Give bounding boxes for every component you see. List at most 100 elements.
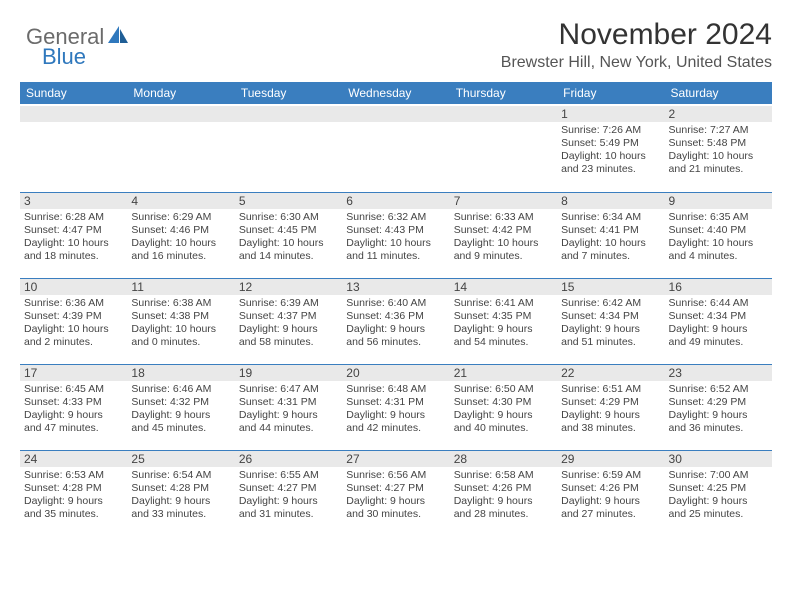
dow-tuesday: Tuesday <box>235 82 342 104</box>
week-row: .....1Sunrise: 7:26 AMSunset: 5:49 PMDay… <box>20 104 772 190</box>
day-cell: 21Sunrise: 6:50 AMSunset: 4:30 PMDayligh… <box>450 362 557 448</box>
sunset-line: Sunset: 5:49 PM <box>561 137 660 150</box>
sunrise-line: Sunrise: 6:45 AM <box>24 383 123 396</box>
sunset-line: Sunset: 4:46 PM <box>131 224 230 237</box>
sunrise-line: Sunrise: 6:41 AM <box>454 297 553 310</box>
sunset-line: Sunset: 4:39 PM <box>24 310 123 323</box>
day-cell: 19Sunrise: 6:47 AMSunset: 4:31 PMDayligh… <box>235 362 342 448</box>
day-cell: 27Sunrise: 6:56 AMSunset: 4:27 PMDayligh… <box>342 448 449 534</box>
daylight-line-2: and 40 minutes. <box>454 422 553 435</box>
day-number-row: 22 <box>557 364 664 381</box>
day-number: 1 <box>561 107 660 121</box>
day-info: Sunrise: 6:34 AMSunset: 4:41 PMDaylight:… <box>561 211 660 264</box>
daylight-line-2: and 18 minutes. <box>24 250 123 263</box>
sunset-line: Sunset: 4:37 PM <box>239 310 338 323</box>
day-cell: 22Sunrise: 6:51 AMSunset: 4:29 PMDayligh… <box>557 362 664 448</box>
daylight-line-2: and 0 minutes. <box>131 336 230 349</box>
day-number: 5 <box>239 194 338 208</box>
day-number: 2 <box>669 107 768 121</box>
day-info: Sunrise: 6:32 AMSunset: 4:43 PMDaylight:… <box>346 211 445 264</box>
sunrise-line: Sunrise: 7:00 AM <box>669 469 768 482</box>
sunset-line: Sunset: 4:36 PM <box>346 310 445 323</box>
daylight-line-2: and 45 minutes. <box>131 422 230 435</box>
day-number: 26 <box>239 452 338 466</box>
day-number: 21 <box>454 366 553 380</box>
day-number-row: 1 <box>557 106 664 122</box>
daylight-line-2: and 14 minutes. <box>239 250 338 263</box>
daylight-line-2: and 27 minutes. <box>561 508 660 521</box>
sunset-line: Sunset: 4:33 PM <box>24 396 123 409</box>
daylight-line-2: and 36 minutes. <box>669 422 768 435</box>
day-number-row: 20 <box>342 364 449 381</box>
sunrise-line: Sunrise: 6:56 AM <box>346 469 445 482</box>
sunrise-line: Sunrise: 6:38 AM <box>131 297 230 310</box>
daylight-line-1: Daylight: 9 hours <box>454 323 553 336</box>
day-info: Sunrise: 6:36 AMSunset: 4:39 PMDaylight:… <box>24 297 123 350</box>
dow-wednesday: Wednesday <box>342 82 449 104</box>
day-number: 28 <box>454 452 553 466</box>
day-number: 12 <box>239 280 338 294</box>
day-number: 18 <box>131 366 230 380</box>
daylight-line-1: Daylight: 9 hours <box>346 409 445 422</box>
day-number-row: 21 <box>450 364 557 381</box>
daylight-line-2: and 54 minutes. <box>454 336 553 349</box>
day-info: Sunrise: 6:33 AMSunset: 4:42 PMDaylight:… <box>454 211 553 264</box>
daylight-line-1: Daylight: 10 hours <box>24 237 123 250</box>
location: Brewster Hill, New York, United States <box>501 54 772 72</box>
sunset-line: Sunset: 4:31 PM <box>239 396 338 409</box>
sunset-line: Sunset: 4:42 PM <box>454 224 553 237</box>
day-number-row: 24 <box>20 450 127 467</box>
sunrise-line: Sunrise: 6:28 AM <box>24 211 123 224</box>
day-info: Sunrise: 6:42 AMSunset: 4:34 PMDaylight:… <box>561 297 660 350</box>
sunset-line: Sunset: 4:27 PM <box>239 482 338 495</box>
sunset-line: Sunset: 4:32 PM <box>131 396 230 409</box>
daylight-line-1: Daylight: 9 hours <box>24 495 123 508</box>
sunrise-line: Sunrise: 6:44 AM <box>669 297 768 310</box>
daylight-line-1: Daylight: 9 hours <box>239 323 338 336</box>
sunrise-line: Sunrise: 6:34 AM <box>561 211 660 224</box>
day-number-row: 19 <box>235 364 342 381</box>
day-number: 24 <box>24 452 123 466</box>
header: General Blue November 2024 Brewster Hill… <box>20 18 772 72</box>
daylight-line-2: and 35 minutes. <box>24 508 123 521</box>
day-cell: 30Sunrise: 7:00 AMSunset: 4:25 PMDayligh… <box>665 448 772 534</box>
day-number: 23 <box>669 366 768 380</box>
day-cell-blank: . <box>342 104 449 190</box>
daylight-line-2: and 49 minutes. <box>669 336 768 349</box>
day-info: Sunrise: 6:52 AMSunset: 4:29 PMDaylight:… <box>669 383 768 436</box>
daylight-line-2: and 47 minutes. <box>24 422 123 435</box>
dow-friday: Friday <box>557 82 664 104</box>
dow-sunday: Sunday <box>20 82 127 104</box>
daylight-line-1: Daylight: 10 hours <box>24 323 123 336</box>
day-cell: 15Sunrise: 6:42 AMSunset: 4:34 PMDayligh… <box>557 276 664 362</box>
day-cell-blank: . <box>450 104 557 190</box>
day-number: 10 <box>24 280 123 294</box>
daylight-line-2: and 16 minutes. <box>131 250 230 263</box>
day-cell-blank: . <box>235 104 342 190</box>
day-number: 8 <box>561 194 660 208</box>
day-number: 6 <box>346 194 445 208</box>
day-info: Sunrise: 6:41 AMSunset: 4:35 PMDaylight:… <box>454 297 553 350</box>
day-info: Sunrise: 6:44 AMSunset: 4:34 PMDaylight:… <box>669 297 768 350</box>
day-number-row: 25 <box>127 450 234 467</box>
sunset-line: Sunset: 4:31 PM <box>346 396 445 409</box>
day-number: 3 <box>24 194 123 208</box>
day-cell: 20Sunrise: 6:48 AMSunset: 4:31 PMDayligh… <box>342 362 449 448</box>
sunset-line: Sunset: 4:34 PM <box>669 310 768 323</box>
daylight-line-2: and 30 minutes. <box>346 508 445 521</box>
page-title: November 2024 <box>501 18 772 52</box>
day-cell: 29Sunrise: 6:59 AMSunset: 4:26 PMDayligh… <box>557 448 664 534</box>
day-number-row: 23 <box>665 364 772 381</box>
daylight-line-1: Daylight: 9 hours <box>561 495 660 508</box>
day-number-row: 18 <box>127 364 234 381</box>
daylight-line-1: Daylight: 9 hours <box>561 409 660 422</box>
day-info: Sunrise: 6:29 AMSunset: 4:46 PMDaylight:… <box>131 211 230 264</box>
day-number-row: 8 <box>557 192 664 209</box>
title-block: November 2024 Brewster Hill, New York, U… <box>501 18 772 72</box>
daylight-line-1: Daylight: 9 hours <box>454 409 553 422</box>
daylight-line-1: Daylight: 9 hours <box>346 323 445 336</box>
day-info: Sunrise: 6:28 AMSunset: 4:47 PMDaylight:… <box>24 211 123 264</box>
sunset-line: Sunset: 4:40 PM <box>669 224 768 237</box>
dow-monday: Monday <box>127 82 234 104</box>
day-info: Sunrise: 6:38 AMSunset: 4:38 PMDaylight:… <box>131 297 230 350</box>
